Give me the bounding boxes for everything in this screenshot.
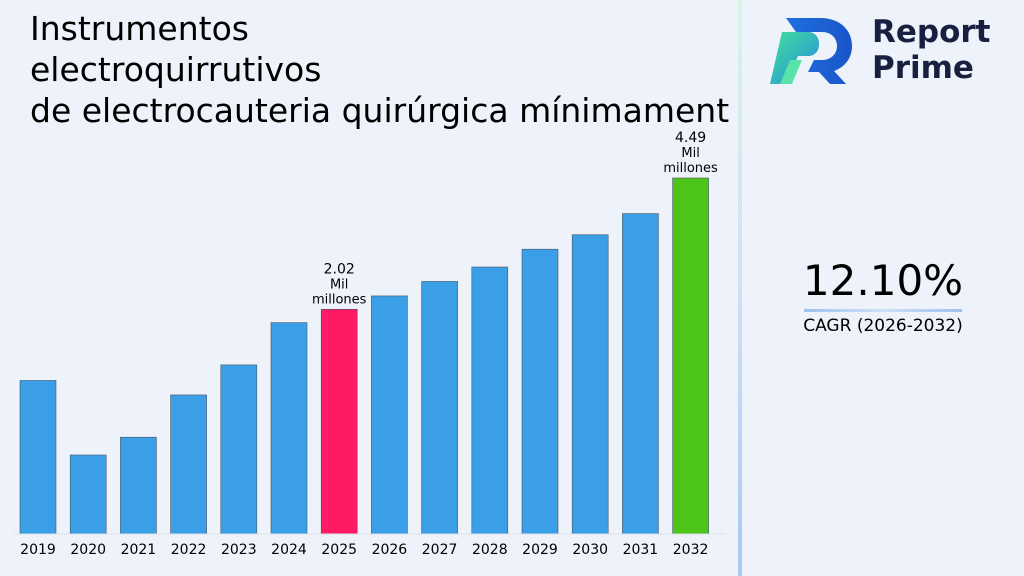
bar-2020: [69, 454, 107, 535]
x-tick-2022: 2022: [171, 542, 207, 558]
logo-wordmark: Report Prime: [872, 14, 991, 86]
annotation-2025-line-3: millones: [312, 292, 367, 307]
cagr-value: 12.10%: [802, 256, 964, 305]
x-tick-2024: 2024: [271, 542, 307, 558]
title-line-3: de electrocauteria quirúrgica mínimament…: [30, 91, 730, 130]
annotation-2032-line-1: 4.49: [675, 130, 706, 146]
bar-2025: [320, 308, 358, 535]
annotation-2025-line-1: 2.02: [324, 261, 355, 277]
bar-2019: [19, 380, 57, 535]
bar-2028: [471, 266, 509, 535]
report-prime-logo: Report Prime: [768, 14, 1008, 88]
logo-text-prime: Prime: [872, 50, 974, 86]
x-tick-2019: 2019: [20, 542, 56, 558]
bar-2030: [571, 234, 609, 535]
bar-2032: [672, 177, 709, 535]
x-tick-labels: 2019 2020 2021 2022 2023 2024 2025 2026 2027 2028…: [20, 542, 708, 558]
bar-2023: [220, 364, 258, 535]
annotation-2025-line-2: Mil: [330, 277, 348, 292]
x-tick-2028: 2028: [472, 542, 508, 558]
cagr-label: CAGR (2026-2032): [803, 316, 963, 336]
x-tick-2029: 2029: [522, 542, 558, 558]
annotation-2032-line-3: millones: [663, 161, 718, 176]
x-tick-2020: 2020: [70, 542, 106, 558]
x-tick-2025: 2025: [321, 542, 357, 558]
logo-text-report: Report: [872, 14, 991, 50]
panel-divider: [738, 0, 742, 576]
x-tick-2027: 2027: [422, 542, 458, 558]
chart-title: Instrumentos electroquirrutivos de elect…: [30, 8, 730, 131]
x-tick-2026: 2026: [372, 542, 408, 558]
annotation-2032-line-2: Mil: [681, 146, 699, 161]
bar-2029: [521, 248, 559, 535]
bar-2021: [120, 436, 157, 535]
x-tick-2023: 2023: [221, 542, 257, 558]
title-line-1: Instrumentos: [30, 9, 249, 48]
bar-2031: [622, 213, 659, 535]
title-line-2: electroquirrutivos: [30, 50, 322, 89]
cagr-underline: [804, 309, 962, 312]
bar-2027: [421, 281, 458, 535]
bar-2022: [170, 394, 207, 535]
bars-group: [19, 177, 709, 535]
x-tick-2030: 2030: [572, 542, 608, 558]
bar-2024: [270, 322, 308, 535]
x-tick-2031: 2031: [623, 542, 659, 558]
logo-mark-icon: [770, 18, 852, 84]
x-tick-2032: 2032: [673, 542, 709, 558]
x-tick-2021: 2021: [121, 542, 157, 558]
bar-chart: 2019 2020 2021 2022 2023 2024 2025 2026 2027 2028…: [14, 130, 726, 558]
bar-2026: [371, 295, 408, 535]
